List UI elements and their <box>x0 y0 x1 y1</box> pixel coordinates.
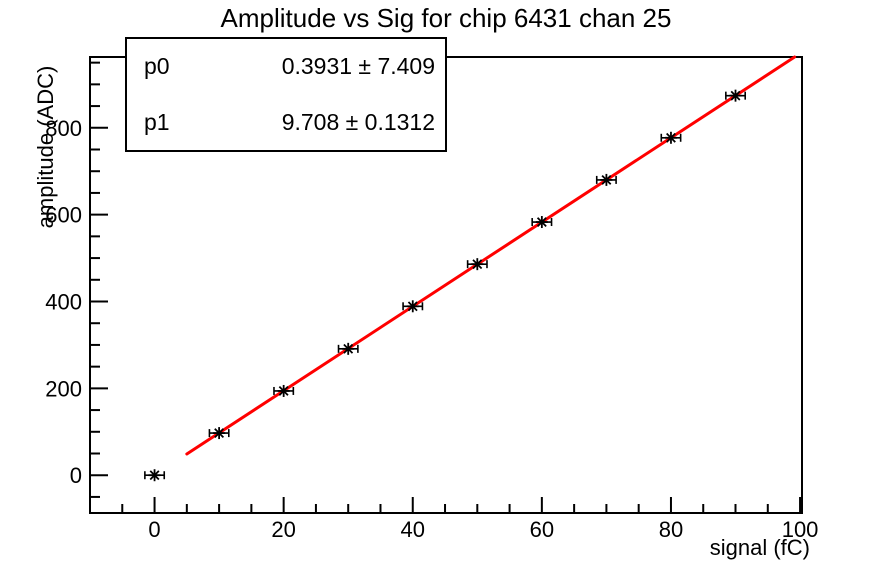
y-axis-title: amplitude (ADC) <box>33 65 58 229</box>
data-point-marker <box>214 428 225 439</box>
chart-title: Amplitude vs Sig for chip 6431 chan 25 <box>220 3 672 33</box>
fit-param-row-p1: p1 9.708 ± 0.1312 <box>127 95 445 151</box>
y-tick-label: 200 <box>45 376 82 401</box>
y-tick-label: 400 <box>45 290 82 315</box>
x-tick-label: 0 <box>148 517 160 542</box>
data-point-marker <box>472 259 483 270</box>
x-tick-label: 100 <box>782 517 819 542</box>
data-point-marker <box>536 217 547 227</box>
fit-stats-box: p0 0.3931 ± 7.409 p1 9.708 ± 0.1312 <box>125 37 447 152</box>
y-tick-label: 600 <box>45 203 82 228</box>
fit-param-value: 9.708 ± 0.1312 <box>281 108 435 135</box>
fit-param-row-p0: p0 0.3931 ± 7.409 <box>127 39 445 95</box>
x-tick-label: 40 <box>401 517 425 542</box>
data-point-marker <box>407 301 418 312</box>
x-axis-title: signal (fC) <box>709 535 810 560</box>
data-point-marker <box>343 343 354 354</box>
fit-param-name: p1 <box>144 108 170 135</box>
data-point-marker <box>601 174 612 185</box>
data-point-marker <box>149 470 160 481</box>
x-tick-label: 60 <box>530 517 554 542</box>
y-tick-label: 800 <box>45 116 82 141</box>
data-point-marker <box>666 132 676 143</box>
x-tick-label: 20 <box>271 517 295 542</box>
y-tick-label: 0 <box>70 463 82 488</box>
x-tick-label: 80 <box>659 517 683 542</box>
fit-line <box>185 55 797 456</box>
data-point-marker <box>730 90 741 101</box>
fit-param-name: p0 <box>144 53 170 80</box>
data-point-marker <box>278 386 289 396</box>
fit-param-value: 0.3931 ± 7.409 <box>281 53 435 80</box>
